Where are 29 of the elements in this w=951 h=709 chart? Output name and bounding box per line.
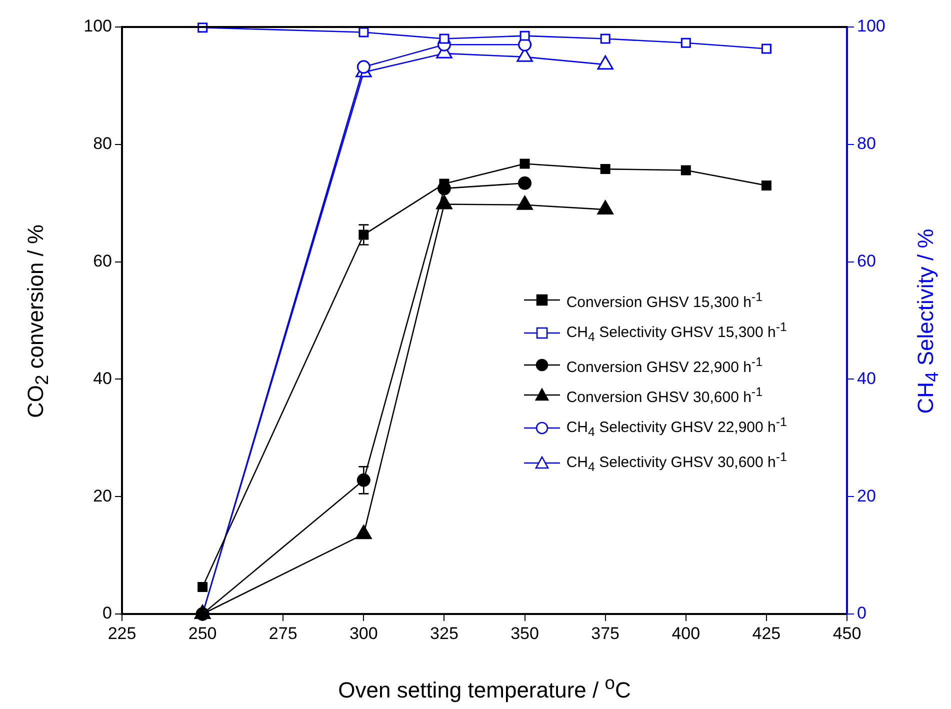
y2-tick-label: 80: [857, 134, 876, 154]
x-tick-label: 350: [510, 624, 539, 643]
x-tick-label: 400: [672, 624, 700, 643]
legend-label: CH$_{4}$ Selectivity GHSV 15,300 h$^{-1}$: [566, 319, 787, 346]
y-tick-label: 0: [102, 604, 112, 623]
y-tick-label: 40: [93, 368, 112, 388]
y-tick-label: 100: [84, 16, 112, 36]
x-axis-title: Oven setting temperature / $^{o}$C: [337, 672, 632, 704]
x-tick-label: 225: [108, 624, 136, 643]
y2-tick-label: 0: [857, 604, 866, 623]
y-tick-label: 20: [93, 486, 112, 506]
y2-tick-label: 100: [857, 16, 886, 36]
y-tick-label: 60: [93, 251, 112, 270]
legend-label: CH$_{4}$ Selectivity GHSV 22,900 h$^{-1}$: [566, 414, 787, 441]
x-tick-label: 425: [752, 624, 781, 643]
x-tick-label: 250: [188, 624, 217, 643]
legend-label: CH$_{4}$ Selectivity GHSV 30,600 h$^{-1}$: [566, 449, 787, 476]
x-tick-label: 450: [832, 624, 862, 643]
legend-label: Conversion GHSV 30,600 h$^{-1}$: [566, 384, 763, 408]
x-tick-label: 275: [268, 624, 298, 643]
y2-tick-label: 40: [857, 368, 876, 388]
y2-tick-label: 20: [857, 486, 876, 506]
x-tick-label: 375: [591, 624, 620, 643]
legend-label: Conversion GHSV 15,300 h$^{-1}$: [566, 289, 763, 313]
x-tick-label: 325: [430, 624, 458, 643]
x-tick-label: 300: [349, 624, 378, 643]
y2-tick-label: 60: [857, 251, 876, 270]
legend-label: Conversion GHSV 22,900 h$^{-1}$: [566, 354, 763, 378]
y-tick-label: 80: [93, 134, 112, 154]
